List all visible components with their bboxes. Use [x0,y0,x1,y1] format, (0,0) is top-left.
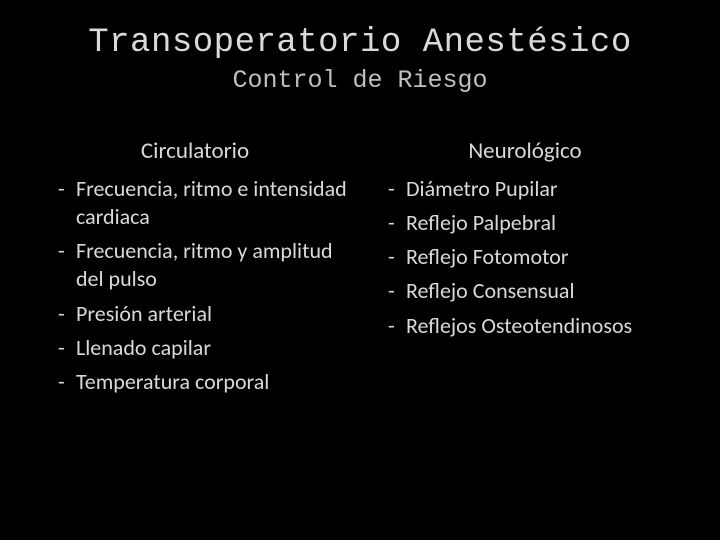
list-item: Frecuencia, ritmo e intensidad cardiaca [58,175,350,231]
list-item: Llenado capilar [58,334,350,362]
left-column-header: Circulatorio [40,137,350,165]
list-item: Presión arterial [58,300,350,328]
list-item: Reflejo Fotomotor [388,243,680,271]
list-item: Reflejos Osteotendinosos [388,312,680,340]
list-item: Diámetro Pupilar [388,175,680,203]
list-item: Reflejo Consensual [388,277,680,305]
slide-subtitle: Control de Riesgo [40,66,680,95]
right-column-header: Neurológico [370,137,680,165]
columns-container: Circulatorio Frecuencia, ritmo e intensi… [40,137,680,402]
right-column: Neurológico Diámetro Pupilar Reflejo Pal… [370,137,680,402]
slide: Transoperatorio Anestésico Control de Ri… [0,0,720,540]
slide-title: Transoperatorio Anestésico [40,24,680,62]
left-column: Circulatorio Frecuencia, ritmo e intensi… [40,137,350,402]
left-column-list: Frecuencia, ritmo e intensidad cardiaca … [40,175,350,396]
list-item: Temperatura corporal [58,368,350,396]
list-item: Reflejo Palpebral [388,209,680,237]
right-column-list: Diámetro Pupilar Reflejo Palpebral Refle… [370,175,680,340]
list-item: Frecuencia, ritmo y amplitud del pulso [58,237,350,293]
